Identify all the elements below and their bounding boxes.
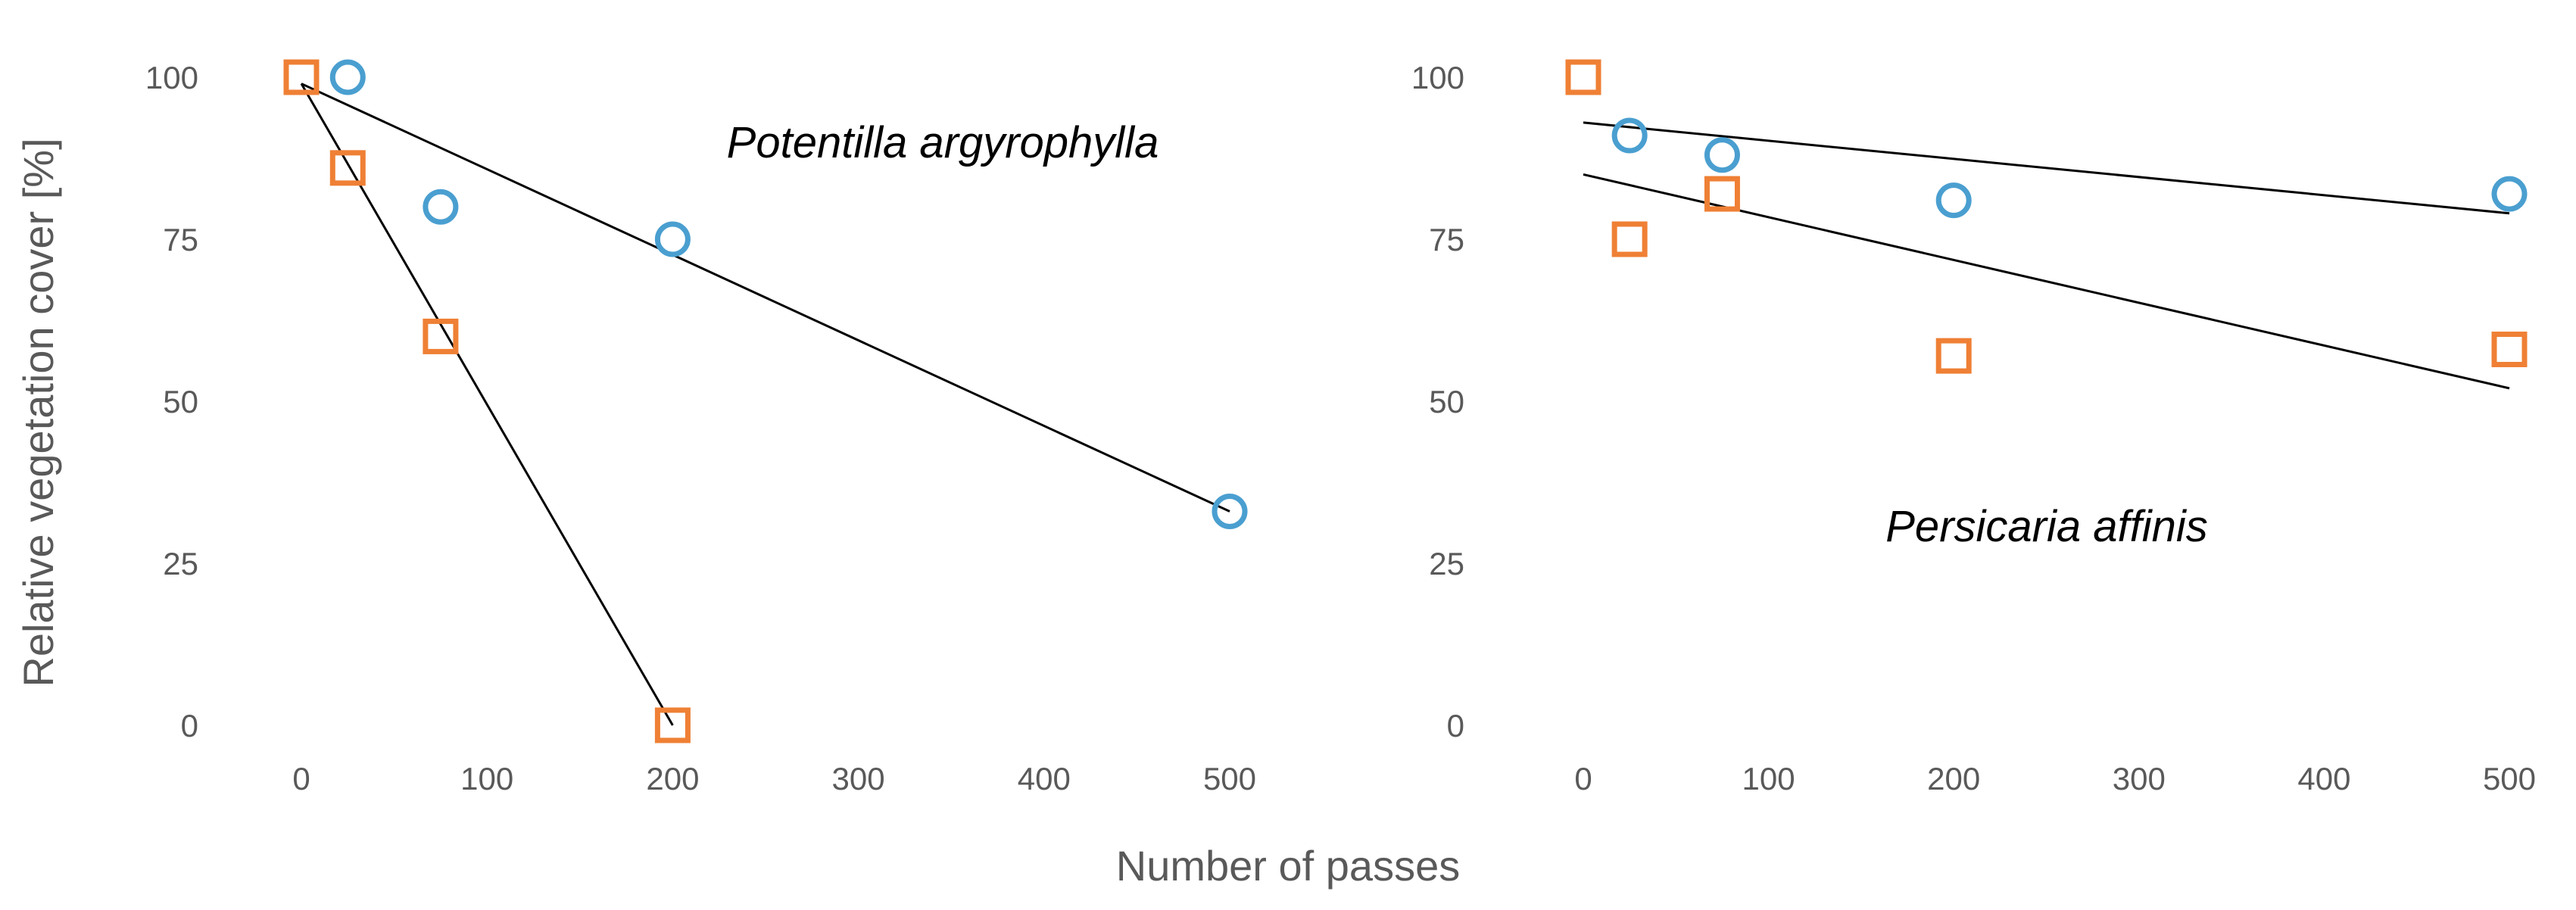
- data-point-circle: [2491, 176, 2528, 212]
- x-axis-title: Number of passes: [1116, 842, 1460, 890]
- data-point-square: [1704, 176, 1740, 212]
- y-axis-title: Relative vegetation cover [%]: [14, 138, 62, 687]
- y-tick-label: 25: [1429, 546, 1464, 581]
- chart-panel-potentilla: 0 25 50 75 100 0 100 200 300 400 500 Potentilla arg…: [145, 59, 1256, 796]
- data-point-square: [423, 318, 459, 354]
- trendline-squares: [300, 83, 674, 726]
- data-point-square: [654, 707, 691, 743]
- y-tick-label: 100: [145, 60, 198, 95]
- y-tick-label: 0: [1447, 708, 1464, 743]
- data-point-circle: [1935, 182, 1972, 219]
- data-point-circle: [1212, 494, 1248, 530]
- y-tick-label: 50: [163, 384, 198, 419]
- x-tick-label: 0: [1574, 761, 1592, 796]
- x-tick-label: 400: [2297, 761, 2350, 796]
- y-tick-label: 0: [181, 708, 198, 743]
- y-tick-label: 50: [1429, 384, 1464, 419]
- x-tick-label: 0: [292, 761, 310, 796]
- y-tick-label: 100: [1411, 60, 1464, 95]
- x-tick-label: 300: [832, 761, 885, 796]
- data-point-circle: [654, 221, 691, 257]
- data-point-square: [329, 150, 366, 186]
- data-point-circle: [423, 189, 459, 225]
- data-point-square: [2491, 332, 2528, 368]
- data-point-square: [283, 59, 320, 95]
- x-tick-label: 100: [460, 761, 513, 796]
- data-point-circle: [1704, 137, 1740, 173]
- data-point-circle: [1611, 117, 1648, 154]
- x-tick-label: 500: [1203, 761, 1256, 796]
- trendline-circles: [301, 83, 1230, 513]
- chart-title: Potentilla argyrophylla: [727, 118, 1159, 167]
- data-point-square: [1611, 221, 1648, 257]
- x-tick-label: 200: [1927, 761, 1980, 796]
- data-point-circle: [329, 59, 366, 95]
- data-point-square: [1565, 59, 1601, 95]
- x-tick-label: 500: [2483, 761, 2536, 796]
- trendline-circles: [1583, 121, 2510, 215]
- x-tick-label: 300: [2113, 761, 2166, 796]
- x-tick-label: 200: [646, 761, 699, 796]
- y-tick-label: 75: [163, 222, 198, 257]
- x-tick-label: 400: [1018, 761, 1071, 796]
- x-tick-label: 100: [1742, 761, 1795, 796]
- y-tick-label: 75: [1429, 222, 1464, 257]
- chart-panel-persicaria: 0 25 50 75 100 0 100 200 300 400 500 Persicaria aff…: [1411, 59, 2536, 796]
- data-point-square: [1935, 338, 1972, 374]
- chart-title: Persicaria affinis: [1885, 502, 2207, 551]
- y-tick-label: 25: [163, 546, 198, 581]
